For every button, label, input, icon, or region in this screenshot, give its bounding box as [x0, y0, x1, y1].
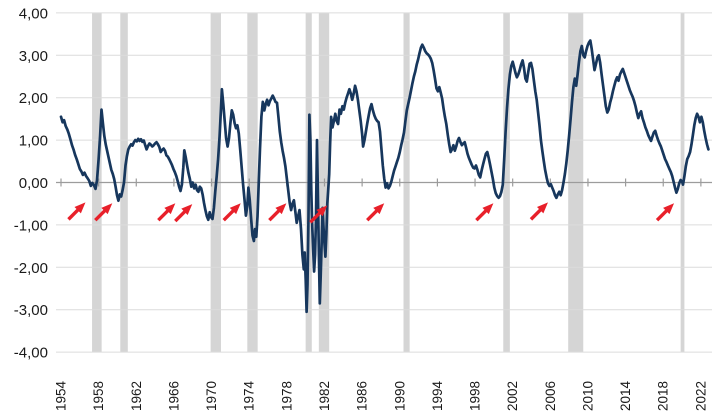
y-axis-tick-label: 1,00: [19, 133, 48, 150]
x-axis-tick-label: 1974: [242, 380, 257, 411]
inversion-arrow-icon: [529, 202, 548, 221]
x-axis-tick-label: 1990: [392, 381, 407, 411]
inversion-arrow-icon: [309, 205, 328, 224]
inversion-arrow-icon: [655, 203, 675, 222]
inversion-arrow-icon: [157, 203, 176, 222]
x-axis-tick-label: 1978: [279, 381, 294, 411]
x-axis-tick-label: 1962: [129, 381, 144, 411]
y-axis-tick-label: 0,00: [19, 175, 48, 192]
x-axis-tick-label: 1966: [166, 381, 181, 411]
y-axis-tick-label: 3,00: [19, 48, 48, 65]
x-axis-tick-label: 1986: [355, 381, 370, 411]
inversion-arrow-icon: [94, 203, 113, 222]
inversion-arrow-icon: [222, 203, 241, 222]
x-axis-tick-label: 1982: [317, 381, 332, 411]
x-axis-tick-label: 1958: [91, 381, 106, 411]
inversion-arrow-icon: [174, 204, 193, 223]
x-axis-tick-label: 2014: [618, 380, 633, 411]
x-axis-tick-label: 2018: [656, 381, 671, 411]
x-axis-tick-label: 2002: [505, 381, 520, 411]
x-axis-tick-label: 1970: [204, 381, 219, 411]
y-axis-tick-label: -2,00: [14, 260, 48, 277]
inversion-arrow-icon: [475, 203, 494, 222]
inversion-arrow-icon: [366, 203, 385, 222]
x-axis-tick-label: 1954: [54, 380, 69, 411]
series-line: [59, 39, 710, 314]
x-axis-tick-label: 2006: [543, 381, 558, 411]
x-axis-tick-label: 1994: [430, 380, 445, 411]
y-axis-tick-label: -1,00: [14, 217, 48, 234]
inversion-arrow-icon: [67, 202, 86, 221]
inversion-arrow-icon: [268, 203, 287, 222]
y-axis-tick-label: 2,00: [19, 90, 48, 107]
y-axis-tick-label: 4,00: [19, 5, 48, 22]
x-axis-tick-label: 2022: [693, 381, 708, 411]
y-axis-tick-label: -4,00: [14, 345, 48, 362]
x-axis-tick-label: 1998: [468, 381, 483, 411]
y-axis-tick-label: -3,00: [14, 302, 48, 319]
x-axis-tick-label: 2010: [580, 381, 595, 411]
